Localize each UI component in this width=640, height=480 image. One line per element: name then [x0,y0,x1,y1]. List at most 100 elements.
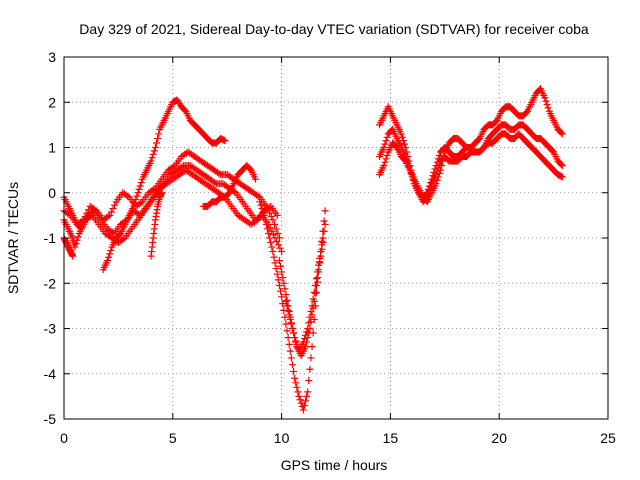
x-tick-label: 10 [274,430,290,446]
x-tick-label: 0 [60,430,68,446]
data-point [133,192,141,200]
y-tick-label: -1 [44,230,57,246]
data-point [265,229,273,237]
data-point [435,151,443,159]
data-point [408,173,416,181]
data-point [291,334,299,342]
data-series [99,96,229,274]
data-point [558,162,566,170]
data-point [542,97,550,105]
data-point [317,248,325,256]
data-point [135,210,143,218]
data-point [261,216,269,224]
data-point [277,287,285,295]
data-point [131,199,139,207]
data-point [274,276,282,284]
data-point [135,185,143,193]
y-tick-label: -3 [44,321,57,337]
data-series [275,239,327,360]
data-series [60,166,281,251]
data-point [293,383,301,391]
data-point [263,225,271,233]
data-point [314,268,322,276]
data-point [158,189,166,197]
x-tick-label: 15 [383,430,399,446]
data-point [150,147,158,155]
data-point [300,401,308,409]
data-point [251,175,259,183]
data-point [279,274,287,282]
data-point [381,158,389,166]
data-point [305,377,313,385]
y-tick-label: -2 [44,275,57,291]
data-point [271,220,279,228]
data-point [272,265,280,273]
data-point [312,275,320,283]
data-point [291,374,299,382]
data-point [287,354,295,362]
data-point [295,392,303,400]
data-point [259,208,267,216]
data-point [557,129,565,137]
data-point [423,193,431,201]
data-point [321,220,329,228]
data-point [124,192,132,200]
data-point [221,137,229,145]
data-point [104,213,112,221]
data-point [320,217,328,225]
y-axis-label: SDTVAR / TECUs [5,182,21,294]
data-point [274,229,282,237]
data-point [73,236,81,244]
data-point [435,160,443,168]
data-point [558,173,566,181]
data-point [71,243,79,251]
data-point [269,231,277,239]
data-point [424,190,432,198]
data-point [544,104,552,112]
data-point [318,241,326,249]
data-point [383,133,391,141]
data-point [278,293,286,301]
data-point [311,282,319,290]
data-point [300,335,308,343]
data-point [154,134,162,142]
y-tick-label: 1 [48,140,56,156]
y-tick-label: 0 [48,185,56,201]
data-point [257,201,265,209]
data-point [541,94,549,102]
data-point [273,270,281,278]
data-point [106,250,114,258]
data-point [265,203,273,211]
data-point [543,101,551,109]
data-point [557,160,565,168]
data-point [307,354,315,362]
data-point [426,186,434,194]
data-point [258,205,266,213]
data-point [409,176,417,184]
data-point [309,295,317,303]
x-axis-label: GPS time / hours [281,457,388,473]
data-point [380,162,388,170]
data-point [308,302,316,310]
data-point [315,261,323,269]
data-point [422,194,430,202]
data-point [104,257,112,265]
data-point [304,325,312,332]
data-point [285,311,293,319]
data-point [134,189,142,197]
data-point [286,347,294,355]
data-point [269,216,277,224]
data-point [252,217,260,225]
x-tick-label: 25 [600,430,616,446]
data-point [149,150,157,158]
data-point [266,234,274,242]
data-point [275,257,283,265]
data-point [290,367,298,375]
axis-ticks: 0 5 10 15 20 25 -5 -4 -3 -2 -1 0 1 2 3 [44,49,616,446]
data-point [299,338,307,346]
data-point [302,331,310,339]
data-point [382,137,390,145]
data-point [130,202,138,210]
data-point [275,282,283,290]
data-series [376,130,566,206]
